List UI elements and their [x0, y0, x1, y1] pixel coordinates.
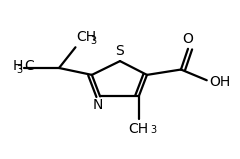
Text: CH: CH: [77, 30, 97, 44]
Text: 3: 3: [90, 36, 96, 46]
Text: 3: 3: [150, 125, 157, 135]
Text: N: N: [93, 98, 103, 112]
Text: CH: CH: [129, 122, 149, 136]
Text: C: C: [24, 59, 34, 73]
Text: H: H: [12, 59, 23, 73]
Text: O: O: [183, 32, 193, 46]
Text: S: S: [116, 44, 124, 58]
Text: 3: 3: [17, 65, 23, 75]
Text: OH: OH: [209, 75, 230, 89]
